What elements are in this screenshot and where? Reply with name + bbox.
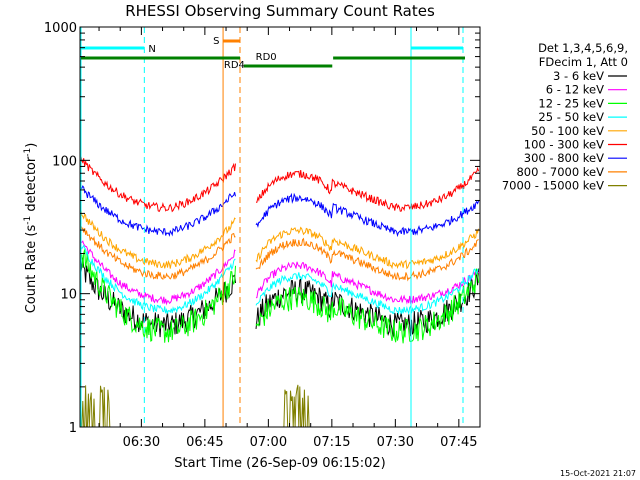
x-axis-label: Start Time (26-Sep-09 06:15:02): [174, 456, 385, 471]
series-line-2: [79, 249, 480, 344]
chart-title: RHESSI Observing Summary Count Rates: [125, 2, 435, 20]
legend-label-5: 100 - 300 keV: [524, 138, 604, 152]
x-tick-label-4: 07:30: [377, 435, 414, 450]
series-line-8: [80, 384, 479, 428]
x-tick-label-3: 07:15: [313, 435, 350, 450]
y-tick-label-2: 100: [52, 154, 77, 169]
series-line-4: [79, 209, 480, 270]
legend: Det 1,3,4,5,6,9, FDecim 1, Att 0 3 - 6 k…: [502, 41, 628, 193]
series-layer: [79, 155, 480, 428]
x-tick-label-2: 07:00: [250, 435, 287, 450]
timestamp: 15-Oct-2021 21:07: [560, 469, 636, 478]
rd0-label: RD0: [256, 52, 277, 63]
series-line-3: [79, 240, 479, 316]
plot-frame: [79, 26, 481, 428]
series-line-5: [79, 155, 480, 213]
legend-label-4: 50 - 100 keV: [531, 124, 604, 138]
rd4-label: RD4: [224, 60, 245, 71]
legend-header-2: FDecim 1, Att 0: [539, 55, 628, 69]
y-tick-label-0: 1: [69, 421, 77, 436]
series-line-7: [79, 224, 479, 282]
x-tick-label-0: 06:30: [123, 435, 160, 450]
legend-label-1: 6 - 12 keV: [546, 83, 604, 97]
y-tick-label-1: 10: [60, 288, 77, 303]
legend-header-1: Det 1,3,4,5,6,9,: [538, 41, 628, 55]
series-line-6: [79, 183, 480, 238]
night-label: N: [148, 44, 155, 55]
y-tick-label-3: 1000: [44, 21, 77, 36]
tick-layer: 06:30 06:45 07:00 07:15 07:30 07:45 1 10 100 1000: [44, 21, 480, 450]
y-axis-label: Count Rate (s-1 detector-1): [23, 143, 39, 314]
legend-label-6: 300 - 800 keV: [524, 151, 604, 165]
legend-label-2: 12 - 25 keV: [538, 96, 604, 110]
x-tick-label-5: 07:45: [440, 435, 477, 450]
legend-label-0: 3 - 6 keV: [553, 69, 604, 83]
saa-label: S: [213, 36, 219, 47]
legend-label-3: 25 - 50 keV: [538, 110, 604, 124]
legend-label-8: 7000 - 15000 keV: [502, 179, 604, 193]
legend-label-7: 800 - 7000 keV: [516, 165, 604, 179]
overlay-layer: N S RD4 RD0: [80, 27, 465, 427]
x-tick-label-1: 06:45: [186, 435, 223, 450]
